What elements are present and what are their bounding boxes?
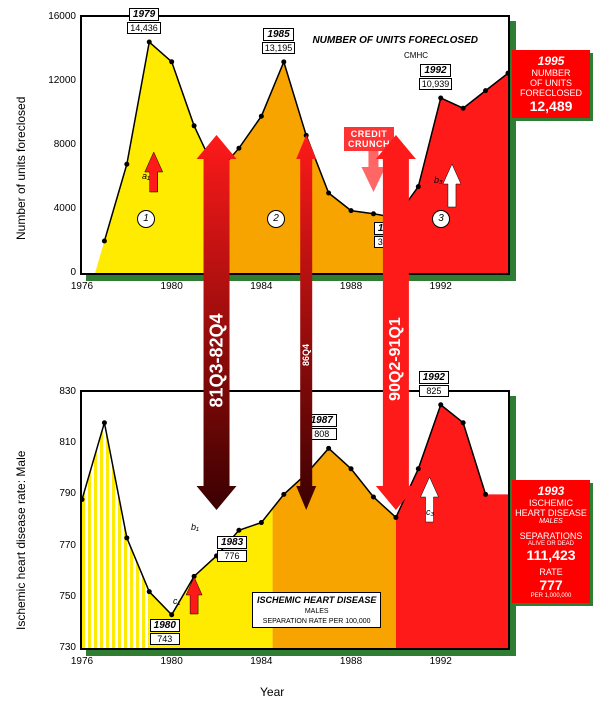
top-title: NUMBER OF UNITS FORECLOSED: [312, 35, 478, 46]
mark-a3: a₃: [397, 424, 406, 434]
sidebox-bot-t2: HEART DISEASE: [514, 508, 588, 518]
xtick: 1992: [426, 656, 456, 667]
credit-crunch-label: CREDIT CRUNCH: [344, 127, 394, 151]
sidebox-bot-rateval: 777: [514, 577, 588, 593]
xtick: 1992: [426, 281, 456, 292]
ytick: 770: [36, 540, 76, 551]
sidebox-top: 1995 NUMBER OF UNITS FORECLOSED 12,489: [512, 50, 590, 118]
between-arrow-label: 81Q3-82Q4: [206, 301, 227, 421]
peak-label: 1992825: [419, 371, 449, 397]
sidebox-bot-year: 1993: [514, 484, 588, 498]
peak-label: 198513,195: [262, 28, 296, 54]
ytick: 790: [36, 488, 76, 499]
ytick: 8000: [36, 139, 76, 150]
xtick: 1980: [157, 656, 187, 667]
credit-crunch-top: CREDIT: [351, 129, 388, 139]
ischemic-box: ISCHEMIC HEART DISEASE MALES SEPARATION …: [252, 592, 381, 628]
xtick: 1988: [336, 656, 366, 667]
region-circle-1: 1: [137, 210, 155, 228]
top-panel: NUMBER OF UNITS FORECLOSED CMHC 1 2 3 a₁…: [80, 15, 510, 275]
ischemic-sub1: MALES: [305, 608, 329, 615]
bottom-panel: ISCHEMIC HEART DISEASE MALES SEPARATION …: [80, 390, 510, 650]
region-circle-2: 2: [267, 210, 285, 228]
xtick: 1984: [246, 281, 276, 292]
xtick: 1984: [246, 656, 276, 667]
peak-label: 199210,939: [419, 64, 453, 90]
sidebox-top-l2: OF UNITS: [514, 78, 588, 88]
trough-label: 1980743: [150, 619, 180, 645]
ylabel-top: Number of units foreclosed: [14, 97, 28, 240]
xtick: 1980: [157, 281, 187, 292]
top-subtitle: CMHC: [404, 51, 428, 60]
ytick: 12000: [36, 75, 76, 86]
region-circle-3: 3: [432, 210, 450, 228]
between-arrow-label: 86Q4: [301, 295, 311, 415]
ytick: 16000: [36, 11, 76, 22]
sidebox-bot-rate: RATE: [514, 567, 588, 577]
sidebox-bot-sepval: 111,423: [514, 547, 588, 563]
x-axis-label: Year: [260, 685, 284, 699]
credit-crunch-bot: CRUNCH: [348, 139, 390, 149]
peak-label: 197914,436: [127, 8, 161, 34]
bottom-panel-wrap: ISCHEMIC HEART DISEASE MALES SEPARATION …: [80, 390, 510, 650]
top-chart-svg: [82, 17, 508, 273]
xtick: 1976: [67, 656, 97, 667]
ytick: 4000: [36, 203, 76, 214]
mark-c1: c₁: [173, 596, 180, 606]
trough-label: 19903,456: [374, 222, 404, 248]
ischemic-sub2: SEPARATION RATE PER 100,000: [263, 618, 371, 625]
ytick: 830: [36, 386, 76, 397]
ischemic-title: ISCHEMIC HEART DISEASE: [257, 595, 376, 605]
sidebox-bot-rateunit: PER 1,000,000: [514, 593, 588, 599]
xtick: 1988: [336, 281, 366, 292]
peak-label: 1987808: [307, 414, 337, 440]
sidebox-top-l3: FORECLOSED: [514, 88, 588, 98]
between-arrow-label: 90Q2-91Q1: [387, 299, 405, 419]
ylabel-bottom: Ischemic heart disease rate: Male: [14, 451, 28, 630]
sidebox-top-year: 1995: [514, 54, 588, 68]
ytick: 730: [36, 642, 76, 653]
ytick: 810: [36, 437, 76, 448]
ytick: 0: [36, 267, 76, 278]
mark-b3: b₃: [434, 175, 443, 185]
sidebox-bottom: 1993 ISCHEMIC HEART DISEASE MALES SEPARA…: [512, 480, 590, 603]
ytick: 750: [36, 591, 76, 602]
sidebox-bot-sep: SEPARATIONS: [514, 531, 588, 541]
top-panel-wrap: NUMBER OF UNITS FORECLOSED CMHC 1 2 3 a₁…: [80, 15, 510, 275]
page-root: Number of units foreclosed Ischemic hear…: [0, 0, 600, 723]
sidebox-top-l1: NUMBER: [514, 68, 588, 78]
mark-b1: b₁: [191, 522, 199, 532]
sidebox-bot-t1: ISCHEMIC: [514, 498, 588, 508]
peak-label: 1983776: [217, 536, 247, 562]
mark-a1: a₁: [142, 171, 150, 181]
sidebox-bot-t3: MALES: [514, 518, 588, 525]
xtick: 1976: [67, 281, 97, 292]
sidebox-top-val: 12,489: [514, 98, 588, 114]
mark-c3: c₃: [426, 507, 434, 517]
